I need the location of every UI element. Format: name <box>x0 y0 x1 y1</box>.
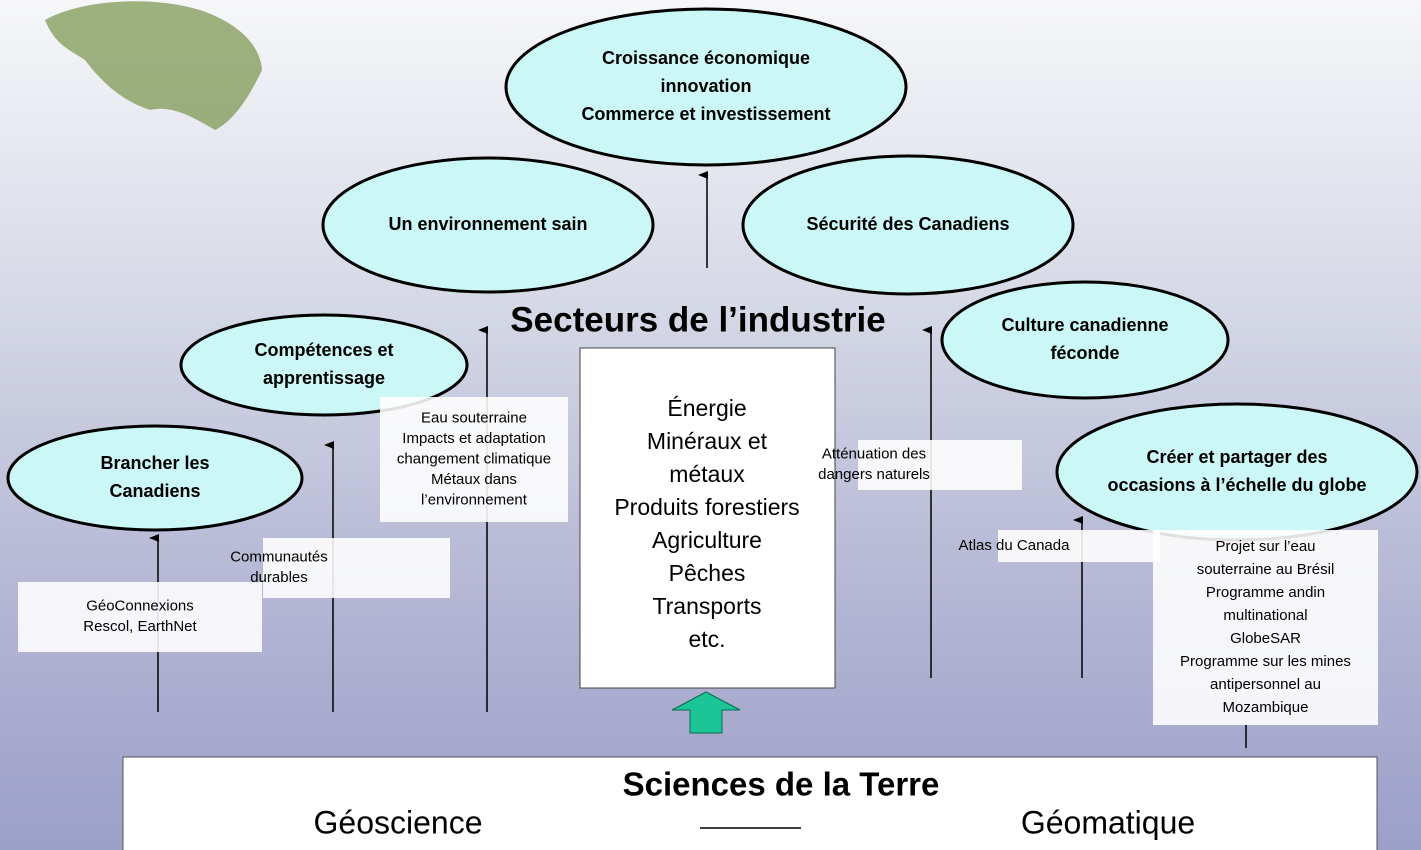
node-label: Culture canadienne <box>1001 315 1168 335</box>
info-text: Programme sur les mines <box>1180 653 1351 670</box>
node-label: occasions à l’échelle du globe <box>1107 475 1366 495</box>
node-label: Commerce et investissement <box>581 104 830 124</box>
info-text: antipersonnel au <box>1210 676 1321 693</box>
info-text: Atlas du Canada <box>959 537 1071 554</box>
sector-item: Produits forestiers <box>614 494 799 520</box>
node-label: Brancher les <box>100 453 209 473</box>
info-text: multinational <box>1223 607 1307 624</box>
node-label: Canadiens <box>109 481 200 501</box>
info-text: Programme andin <box>1206 584 1325 601</box>
node-label: innovation <box>661 76 752 96</box>
node-label: Sécurité des Canadiens <box>806 214 1009 234</box>
info-text: changement climatique <box>397 450 551 467</box>
info-text: dangers naturels <box>818 466 930 483</box>
node-ellipse <box>1057 404 1417 540</box>
sector-item: Agriculture <box>652 527 762 553</box>
node-label: Un environnement sain <box>388 214 587 234</box>
info-text: Rescol, EarthNet <box>83 618 197 635</box>
info-box <box>18 582 262 652</box>
info-box <box>263 538 450 598</box>
sector-item: etc. <box>688 626 725 652</box>
sector-item: Minéraux et <box>647 428 768 454</box>
info-text: Communautés <box>230 549 328 566</box>
info-text: GéoConnexions <box>86 598 194 615</box>
node-label: féconde <box>1050 343 1119 363</box>
sector-item: Transports <box>652 593 761 619</box>
info-text: l’environnement <box>421 491 528 508</box>
info-text: GlobeSAR <box>1230 630 1301 647</box>
info-text: durables <box>250 569 308 586</box>
node-label: Croissance économique <box>602 48 810 68</box>
sector-item: Pêches <box>669 560 746 586</box>
node-ellipse <box>8 426 302 530</box>
info-box <box>1153 530 1378 725</box>
info-text: Impacts et adaptation <box>402 430 545 447</box>
node-label: apprentissage <box>263 368 385 388</box>
node-ellipse <box>942 282 1228 398</box>
sector-item: métaux <box>669 461 745 487</box>
sector-item: Énergie <box>667 395 746 421</box>
foundation-title: Sciences de la Terre <box>623 766 940 803</box>
foundation-left: Géoscience <box>314 804 483 840</box>
node-label: Compétences et <box>254 340 393 360</box>
node-label: Créer et partager des <box>1146 447 1327 467</box>
title: Secteurs de l’industrie <box>510 300 885 339</box>
info-text: Mozambique <box>1223 699 1309 716</box>
info-text: Métaux dans <box>431 471 517 488</box>
foundation-right: Géomatique <box>1021 804 1195 840</box>
diagram: Sciences de la Terre Géoscience Géomatiq… <box>0 0 1421 850</box>
info-text: Atténuation des <box>822 446 926 463</box>
info-text: Eau souterraine <box>421 409 527 426</box>
info-text: souterraine au Brésil <box>1197 561 1335 578</box>
info-text: Projet sur l’eau <box>1215 538 1315 555</box>
